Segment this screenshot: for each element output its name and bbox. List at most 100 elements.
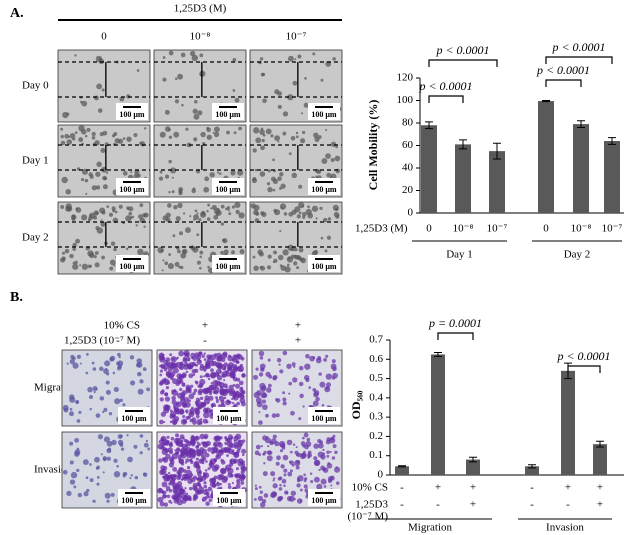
cell — [89, 407, 92, 411]
cell — [232, 357, 237, 363]
cell — [147, 447, 151, 451]
cell — [100, 221, 106, 227]
cell — [297, 256, 302, 261]
cell — [165, 217, 171, 223]
cell — [190, 435, 195, 439]
cell — [178, 467, 183, 472]
cell — [126, 206, 130, 210]
cell — [275, 461, 280, 466]
cell — [65, 188, 71, 195]
cell — [183, 397, 190, 403]
panel-label: B. — [10, 290, 23, 305]
cell — [213, 446, 219, 453]
cell — [69, 253, 74, 259]
cell — [236, 479, 240, 483]
cell — [301, 452, 307, 459]
cell — [109, 450, 112, 453]
significance-bracket — [545, 79, 582, 87]
cell — [205, 373, 210, 378]
scale-label: 100 μm — [215, 262, 241, 271]
cell — [241, 401, 246, 407]
cell — [171, 399, 177, 405]
cell — [222, 351, 228, 357]
cell — [210, 368, 214, 373]
cell — [238, 443, 243, 448]
cell — [301, 205, 305, 208]
cell — [98, 58, 105, 65]
cell — [279, 449, 283, 453]
cell — [159, 357, 165, 363]
cell — [315, 175, 319, 179]
cell — [230, 371, 235, 377]
cell — [240, 390, 245, 395]
condition-sign: - — [400, 482, 404, 494]
cell — [210, 372, 216, 379]
error-bar — [434, 352, 442, 357]
cell — [288, 381, 293, 386]
cell — [330, 157, 335, 162]
cell — [64, 133, 70, 139]
cell — [273, 258, 278, 263]
cell — [163, 378, 167, 382]
error-bar — [459, 139, 467, 150]
cell — [97, 434, 104, 440]
cell — [298, 211, 302, 215]
cell — [175, 437, 183, 445]
cell — [199, 53, 204, 58]
cell — [203, 368, 207, 372]
cell — [213, 214, 219, 220]
x-tick-label: 0 — [426, 223, 432, 235]
cell — [66, 206, 73, 212]
cell — [302, 130, 306, 135]
cell — [277, 254, 284, 261]
cell — [260, 72, 265, 77]
cell — [61, 176, 68, 184]
cell — [327, 217, 332, 221]
cell — [171, 475, 177, 481]
cell — [226, 388, 231, 394]
cell — [197, 358, 201, 362]
cell — [95, 388, 98, 391]
x-tick-label: 0 — [543, 223, 549, 235]
cell — [254, 450, 260, 456]
error-bar — [493, 142, 501, 160]
cell — [287, 471, 293, 477]
cell — [166, 380, 170, 385]
cell — [85, 371, 89, 375]
cell — [284, 490, 289, 495]
condition-sign: + — [597, 482, 603, 494]
cell — [81, 100, 88, 107]
cell — [195, 363, 199, 367]
cell — [198, 266, 202, 270]
column-label: 0 — [101, 31, 107, 43]
cell — [60, 134, 64, 139]
cell — [181, 103, 184, 107]
cell — [312, 52, 316, 56]
panel-label: A. — [10, 6, 24, 21]
cell — [164, 377, 167, 380]
cell — [204, 496, 208, 500]
cell — [165, 485, 171, 491]
cell — [313, 443, 319, 449]
cell — [262, 133, 266, 137]
cell — [106, 205, 109, 208]
cell — [100, 219, 103, 222]
cell — [180, 478, 184, 481]
cell — [287, 94, 294, 101]
cell — [283, 212, 288, 216]
cell — [312, 400, 319, 407]
cell — [228, 443, 235, 449]
cell — [103, 407, 108, 412]
cell — [136, 362, 143, 368]
cell — [72, 242, 77, 248]
cell — [336, 481, 340, 485]
cell — [192, 391, 196, 396]
cell — [272, 158, 275, 162]
cell — [319, 206, 323, 210]
cell — [163, 404, 170, 411]
cell — [317, 438, 322, 444]
cell — [86, 353, 89, 356]
cell — [233, 460, 237, 463]
cell — [75, 207, 82, 213]
cell — [315, 396, 320, 402]
